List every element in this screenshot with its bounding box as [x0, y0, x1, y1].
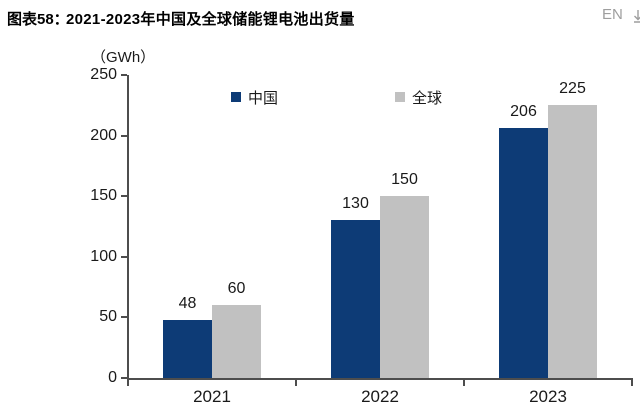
bar-全球-2021	[212, 305, 261, 378]
legend-item-china: 中国	[231, 88, 279, 107]
bar-全球-2022	[380, 196, 429, 378]
y-axis-unit-label: （GWh）	[91, 49, 156, 66]
y-axis-tick	[121, 377, 127, 379]
x-axis-tick	[295, 378, 297, 386]
x-axis-line	[127, 378, 633, 380]
bar-全球-2023	[548, 105, 597, 378]
bar-中国-2022	[331, 220, 380, 378]
x-category-label: 2023	[529, 387, 567, 406]
y-axis-tick-label: 150	[90, 187, 117, 205]
bar-中国-2021	[163, 320, 212, 378]
legend-label-china: 中国	[248, 90, 279, 107]
x-axis-tick	[463, 378, 465, 386]
bar-value-label: 48	[178, 295, 197, 312]
y-axis-tick	[121, 255, 127, 258]
legend-item-global: 全球	[395, 88, 443, 107]
y-axis-tick	[121, 134, 127, 137]
bar-中国-2023	[499, 128, 548, 378]
language-toggle-button[interactable]: EN	[602, 6, 623, 23]
x-category-label: 2021	[193, 387, 231, 406]
x-axis-tick	[127, 378, 129, 386]
y-axis-line	[127, 75, 129, 380]
bar-value-label: 130	[342, 195, 369, 212]
download-icon[interactable]	[633, 8, 640, 26]
y-axis-tick	[121, 74, 127, 76]
legend-swatch-china	[231, 92, 241, 102]
y-axis-tick-label: 50	[99, 308, 117, 326]
y-axis-tick	[121, 316, 127, 319]
x-axis-tick	[631, 378, 633, 386]
legend-label-global: 全球	[412, 90, 443, 107]
x-category-label: 2022	[361, 387, 399, 406]
y-axis-tick-label: 100	[90, 247, 117, 265]
bar-value-label: 225	[559, 80, 586, 97]
legend-swatch-global	[395, 92, 405, 102]
y-axis-tick-label: 0	[108, 369, 117, 386]
bar-value-label: 206	[510, 103, 537, 120]
y-axis-tick	[121, 195, 127, 198]
y-axis-tick-label: 250	[90, 66, 117, 83]
bar-value-label: 150	[391, 171, 418, 188]
figure-title: 2021-2023年中国及全球储能锂电池出货量	[66, 11, 355, 28]
bar-value-label: 60	[227, 280, 246, 297]
figure-number-label: 图表58：	[7, 11, 69, 28]
y-axis-tick-label: 200	[90, 126, 117, 144]
